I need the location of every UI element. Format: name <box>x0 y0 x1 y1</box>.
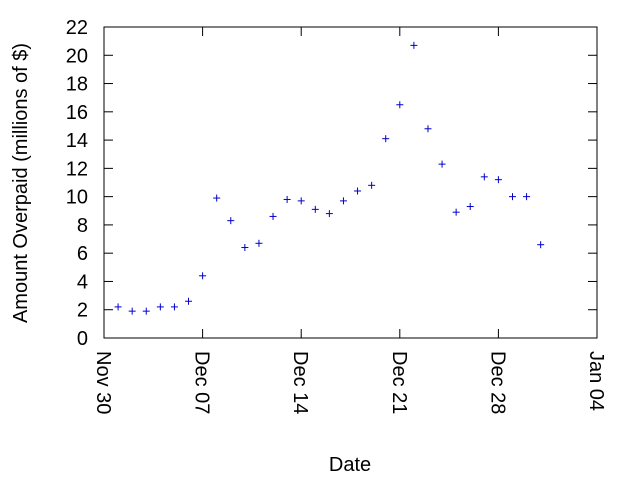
data-point <box>396 101 404 109</box>
y-axis-title: Amount Overpaid (millions of $) <box>10 43 32 323</box>
data-point <box>325 210 333 218</box>
y-tick-label: 4 <box>77 271 88 293</box>
y-tick-label: 20 <box>66 45 88 67</box>
y-tick-label: 14 <box>66 130 88 152</box>
data-point <box>185 297 193 305</box>
data-point <box>213 194 221 202</box>
x-tick-label: Dec 21 <box>388 351 410 414</box>
data-point <box>480 173 488 181</box>
data-point <box>438 160 446 168</box>
x-tick-label: Dec 28 <box>486 351 508 414</box>
y-tick-label: 12 <box>66 158 88 180</box>
data-point <box>269 212 277 220</box>
data-point <box>170 303 178 311</box>
plot-area <box>103 26 598 339</box>
y-tick-label: 10 <box>66 187 88 209</box>
data-point <box>452 208 460 216</box>
data-point <box>142 307 150 315</box>
y-axis: 0 2 4 6 8 10 12 14 16 18 20 22 <box>66 17 597 350</box>
data-point <box>311 205 319 213</box>
x-axis-title: Date <box>329 454 371 476</box>
y-tick-label: 6 <box>77 243 88 265</box>
data-point <box>354 187 362 195</box>
data-points <box>114 41 545 315</box>
data-point <box>255 239 263 247</box>
data-point <box>297 197 305 205</box>
x-tick-label: Jan 04 <box>585 351 607 411</box>
data-point <box>114 303 122 311</box>
data-point <box>241 244 249 252</box>
y-tick-label: 18 <box>66 74 88 96</box>
y-tick-label: 22 <box>66 17 88 39</box>
data-point <box>227 217 235 225</box>
x-tick-label: Dec 14 <box>289 351 311 414</box>
data-point <box>523 193 531 201</box>
data-point <box>283 195 291 203</box>
data-point <box>424 125 432 133</box>
x-tick-label: Nov 30 <box>92 351 114 414</box>
data-point <box>199 272 207 280</box>
y-tick-label: 16 <box>66 102 88 124</box>
data-point <box>466 203 474 211</box>
y-tick-label: 8 <box>77 215 88 237</box>
data-point <box>382 135 390 143</box>
data-point <box>508 193 516 201</box>
data-point <box>339 197 347 205</box>
y-tick-label: 2 <box>77 300 88 322</box>
x-tick-label: Dec 07 <box>191 351 213 414</box>
y-tick-label: 0 <box>77 328 88 350</box>
data-point <box>128 307 136 315</box>
data-point <box>537 241 545 249</box>
x-axis: Nov 30 Dec 07 Dec 14 Dec 21 Dec 28 Jan 04 <box>92 27 607 414</box>
data-point <box>156 303 164 311</box>
data-point <box>494 176 502 184</box>
data-point <box>410 41 418 49</box>
data-point <box>368 181 376 189</box>
